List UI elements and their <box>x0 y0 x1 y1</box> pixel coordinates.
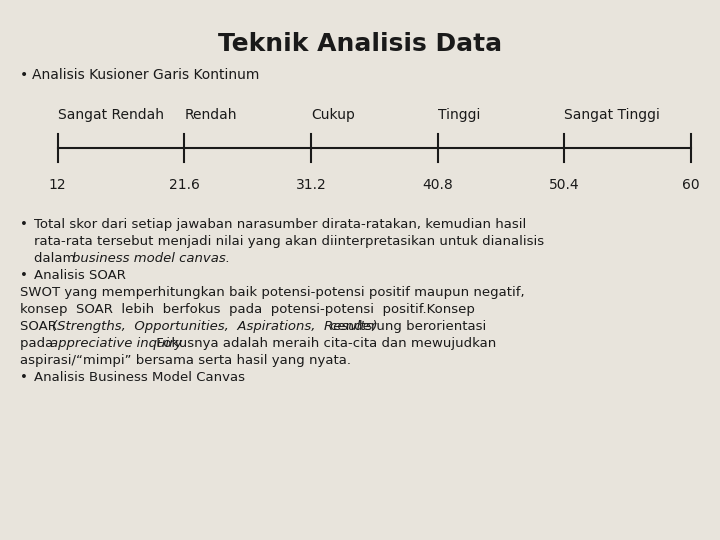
Text: Tinggi: Tinggi <box>438 108 480 122</box>
Text: 60: 60 <box>683 178 700 192</box>
Text: SWOT yang memperhitungkan baik potensi-potensi positif maupun negatif,: SWOT yang memperhitungkan baik potensi-p… <box>20 286 525 299</box>
Text: Analisis SOAR: Analisis SOAR <box>34 269 126 282</box>
Text: Sangat Tinggi: Sangat Tinggi <box>564 108 660 122</box>
Text: •: • <box>20 269 28 282</box>
Text: (Strengths,  Opportunities,  Aspirations,  Results): (Strengths, Opportunities, Aspirations, … <box>52 320 377 333</box>
Text: Cukup: Cukup <box>311 108 355 122</box>
Text: konsep  SOAR  lebih  berfokus  pada  potensi-potensi  positif.Konsep: konsep SOAR lebih berfokus pada potensi-… <box>20 303 475 316</box>
Text: 21.6: 21.6 <box>169 178 199 192</box>
Text: aspirasi/“mimpi” bersama serta hasil yang nyata.: aspirasi/“mimpi” bersama serta hasil yan… <box>20 354 351 367</box>
Text: Analisis Kusioner Garis Kontinum: Analisis Kusioner Garis Kontinum <box>32 68 259 82</box>
Text: Analisis Business Model Canvas: Analisis Business Model Canvas <box>34 371 245 384</box>
Text: 50.4: 50.4 <box>549 178 580 192</box>
Text: pada: pada <box>20 337 58 350</box>
Text: SOAR: SOAR <box>20 320 61 333</box>
Text: appreciative inquiry.: appreciative inquiry. <box>50 337 186 350</box>
Text: •: • <box>20 68 28 82</box>
Text: •: • <box>20 218 28 231</box>
Text: dalam: dalam <box>34 252 80 265</box>
Text: Total skor dari setiap jawaban narasumber dirata-ratakan, kemudian hasil: Total skor dari setiap jawaban narasumbe… <box>34 218 526 231</box>
Text: 40.8: 40.8 <box>423 178 453 192</box>
Text: Fokusnya adalah meraih cita-cita dan mewujudkan: Fokusnya adalah meraih cita-cita dan mew… <box>152 337 496 350</box>
Text: cenderung berorientasi: cenderung berorientasi <box>330 320 486 333</box>
Text: •: • <box>20 371 28 384</box>
Text: business model canvas.: business model canvas. <box>72 252 230 265</box>
Text: 31.2: 31.2 <box>296 178 326 192</box>
Text: Rendah: Rendah <box>184 108 237 122</box>
Text: 12: 12 <box>49 178 66 192</box>
Text: rata-rata tersebut menjadi nilai yang akan diinterpretasikan untuk dianalisis: rata-rata tersebut menjadi nilai yang ak… <box>34 235 544 248</box>
Text: Sangat Rendah: Sangat Rendah <box>58 108 163 122</box>
Text: Teknik Analisis Data: Teknik Analisis Data <box>218 32 502 56</box>
